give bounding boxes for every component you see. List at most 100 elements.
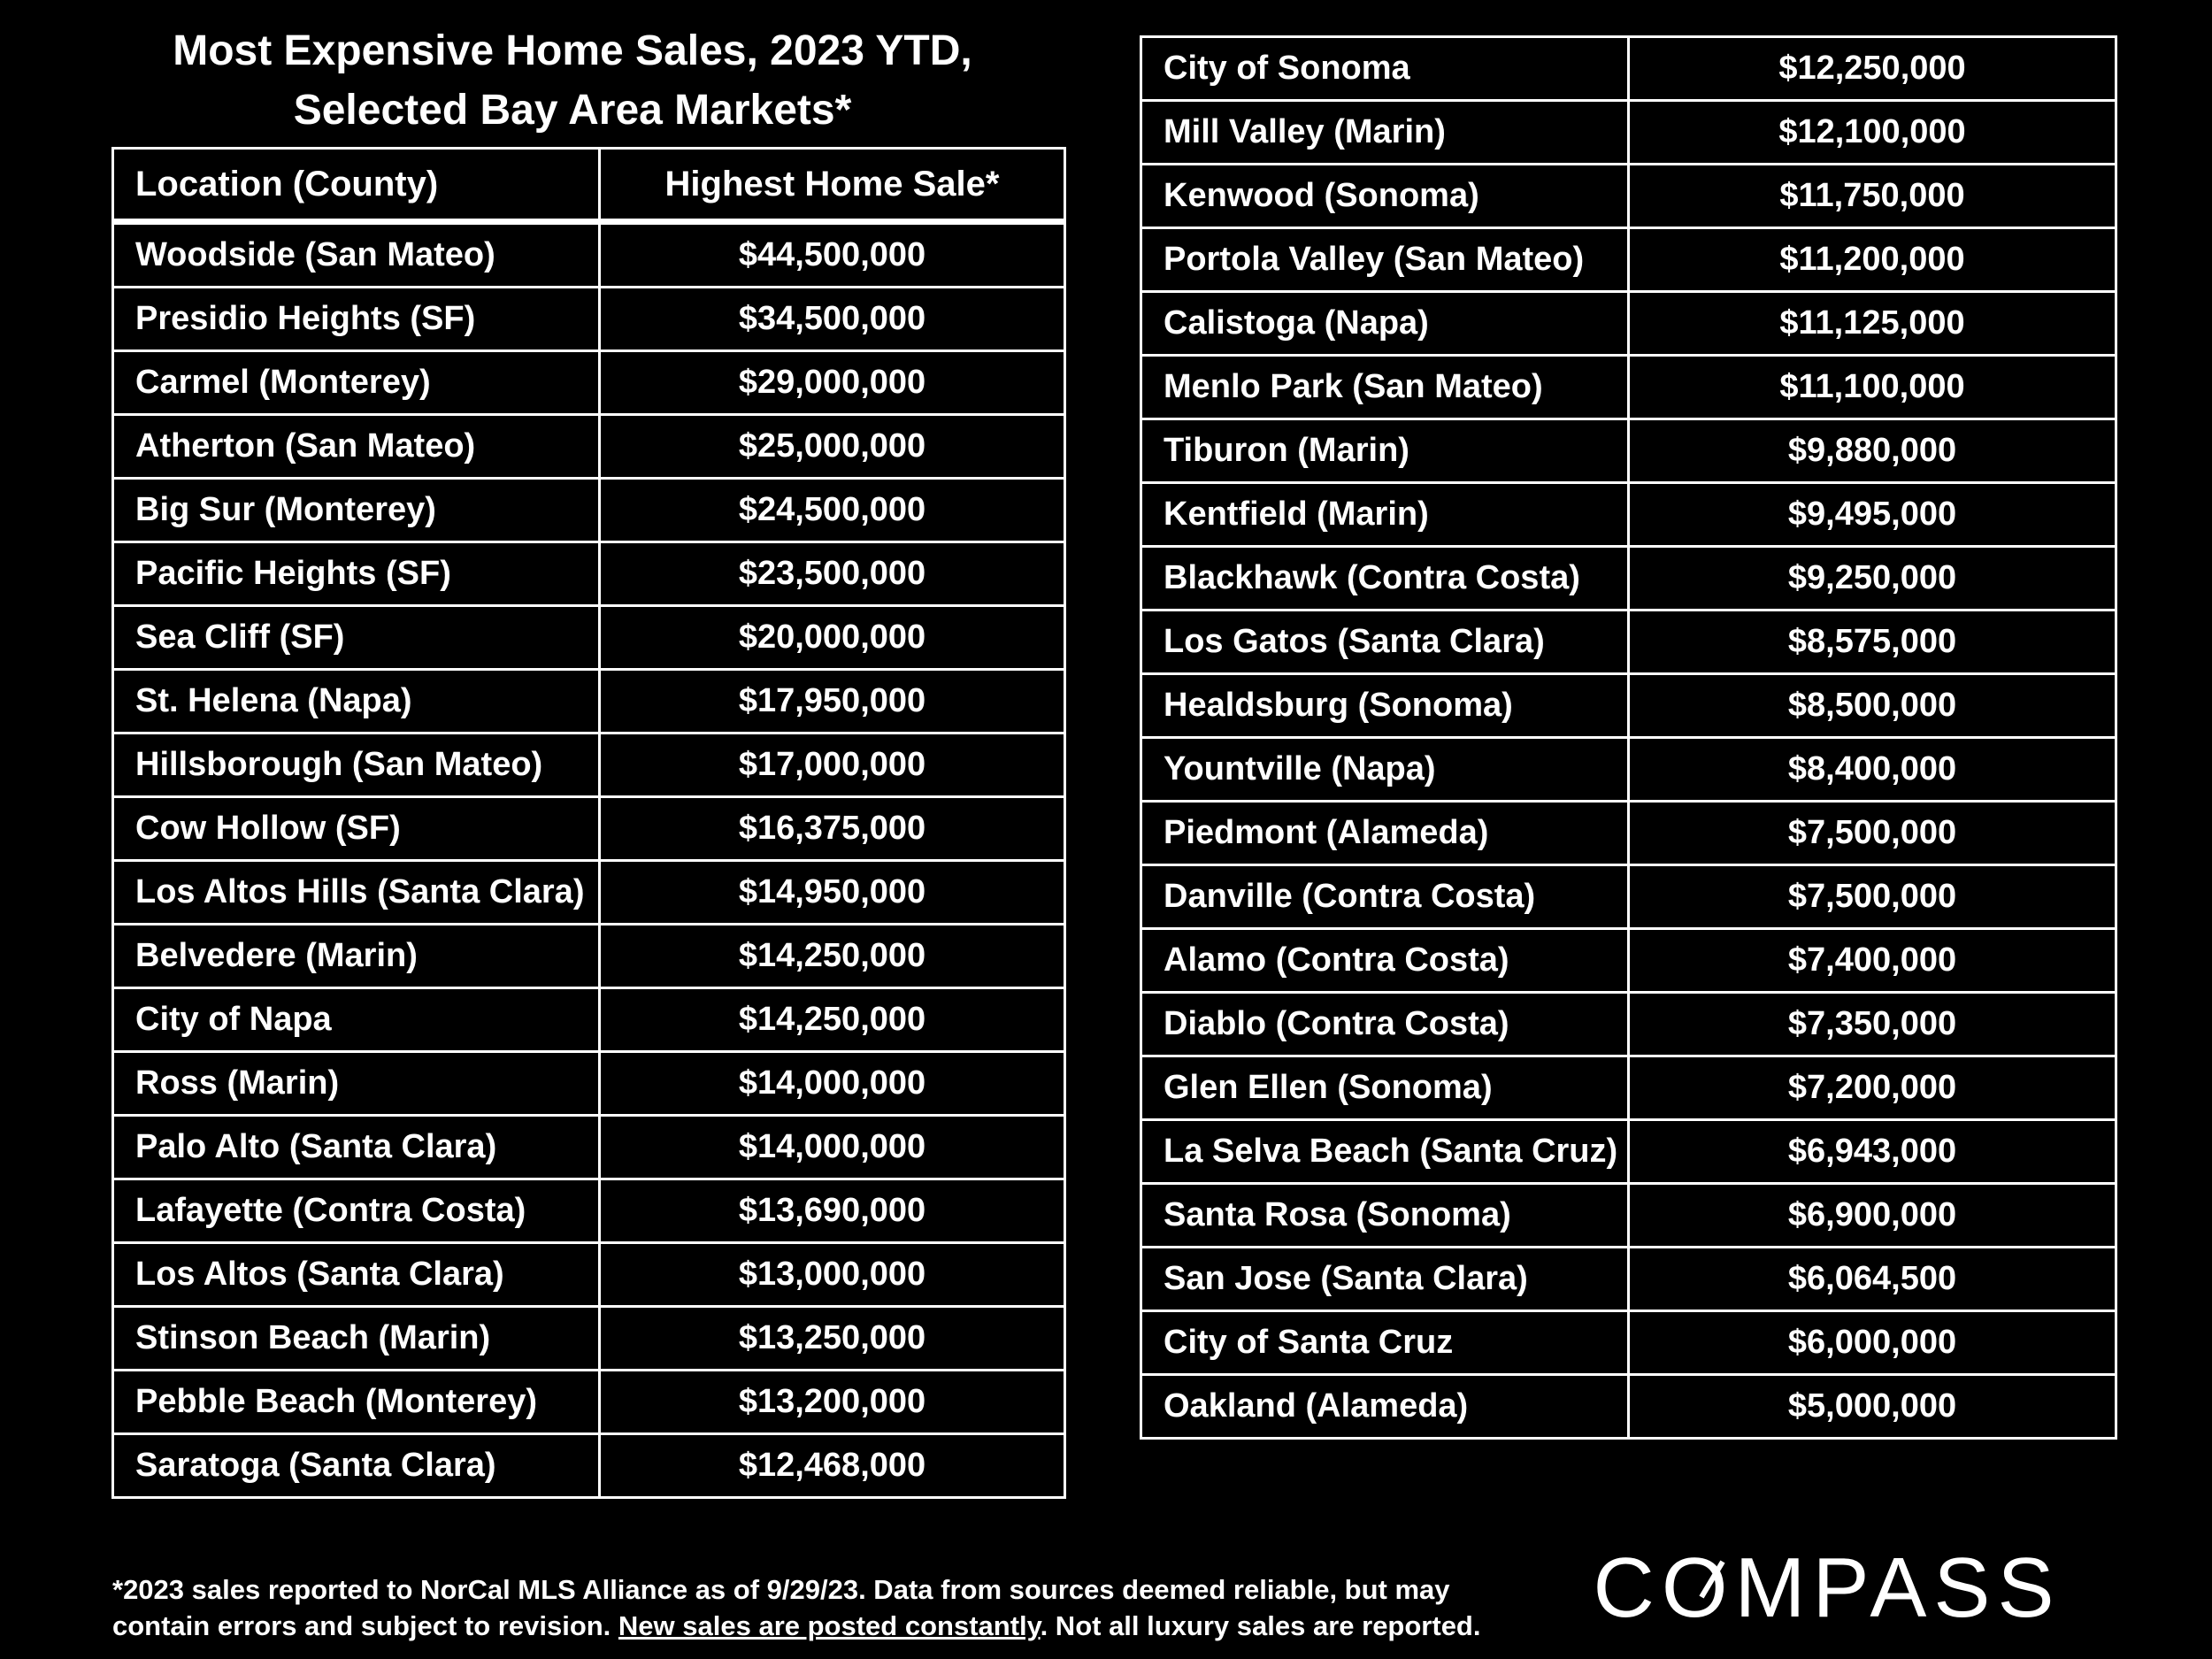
table-row: Pebble Beach (Monterey) $13,200,000 <box>111 1369 1066 1435</box>
table-row: City of Napa $14,250,000 <box>111 987 1066 1053</box>
table-row: Cow Hollow (SF) $16,375,000 <box>111 795 1066 862</box>
table-row: Mill Valley (Marin) $12,100,000 <box>1140 99 2117 165</box>
location-cell: Carmel (Monterey) <box>111 349 601 416</box>
highest-sale-cell: $6,900,000 <box>1627 1182 2117 1248</box>
location-cell: City of Sonoma <box>1140 35 1630 102</box>
table-row: Ross (Marin) $14,000,000 <box>111 1050 1066 1117</box>
table-row: Pacific Heights (SF) $23,500,000 <box>111 541 1066 607</box>
highest-sale-cell: $7,500,000 <box>1627 864 2117 930</box>
highest-sale-cell: $14,000,000 <box>598 1050 1066 1117</box>
location-cell: Tiburon (Marin) <box>1140 418 1630 484</box>
title-line-1: Most Expensive Home Sales, 2023 YTD, <box>173 27 972 74</box>
table-row: San Jose (Santa Clara) $6,064,500 <box>1140 1246 2117 1312</box>
highest-sale-cell: $7,400,000 <box>1627 927 2117 994</box>
location-cell: Blackhawk (Contra Costa) <box>1140 545 1630 611</box>
location-cell: City of Santa Cruz <box>1140 1310 1630 1376</box>
table-row: Los Gatos (Santa Clara) $8,575,000 <box>1140 609 2117 675</box>
table-row: Yountville (Napa) $8,400,000 <box>1140 736 2117 803</box>
location-cell: Diablo (Contra Costa) <box>1140 991 1630 1057</box>
location-cell: Alamo (Contra Costa) <box>1140 927 1630 994</box>
location-cell: Ross (Marin) <box>111 1050 601 1117</box>
highest-sale-cell: $24,500,000 <box>598 477 1066 543</box>
location-cell: Oakland (Alameda) <box>1140 1373 1630 1440</box>
highest-sale-cell: $8,400,000 <box>1627 736 2117 803</box>
table-row: Glen Ellen (Sonoma) $7,200,000 <box>1140 1055 2117 1121</box>
footnote-text-2: . Not all luxury sales are reported. <box>1040 1610 1481 1641</box>
highest-sale-cell: $14,000,000 <box>598 1114 1066 1180</box>
table-row: Blackhawk (Contra Costa) $9,250,000 <box>1140 545 2117 611</box>
table-row: Woodside (San Mateo) $44,500,000 <box>111 220 1066 288</box>
highest-sale-cell: $5,000,000 <box>1627 1373 2117 1440</box>
highest-sale-cell: $13,690,000 <box>598 1178 1066 1244</box>
location-cell: Pacific Heights (SF) <box>111 541 601 607</box>
table-row: Tiburon (Marin) $9,880,000 <box>1140 418 2117 484</box>
column-header-location: Location (County) <box>111 147 601 225</box>
highest-sale-cell: $11,125,000 <box>1627 290 2117 357</box>
location-cell: Cow Hollow (SF) <box>111 795 601 862</box>
location-cell: City of Napa <box>111 987 601 1053</box>
table-row: St. Helena (Napa) $17,950,000 <box>111 668 1066 734</box>
highest-sale-cell: $14,950,000 <box>598 859 1066 926</box>
table-row: Big Sur (Monterey) $24,500,000 <box>111 477 1066 543</box>
highest-sale-cell: $16,375,000 <box>598 795 1066 862</box>
table-row: Sea Cliff (SF) $20,000,000 <box>111 604 1066 671</box>
highest-sale-cell: $7,350,000 <box>1627 991 2117 1057</box>
location-cell: Los Altos (Santa Clara) <box>111 1241 601 1308</box>
highest-sale-cell: $9,250,000 <box>1627 545 2117 611</box>
compass-logo: COMPASS <box>1594 1540 2055 1632</box>
highest-sale-cell: $7,200,000 <box>1627 1055 2117 1121</box>
highest-sale-cell: $7,500,000 <box>1627 800 2117 866</box>
location-cell: Pebble Beach (Monterey) <box>111 1369 601 1435</box>
location-cell: Los Gatos (Santa Clara) <box>1140 609 1630 675</box>
table-row: Calistoga (Napa) $11,125,000 <box>1140 290 2117 357</box>
location-cell: Healdsburg (Sonoma) <box>1140 672 1630 739</box>
location-cell: Big Sur (Monterey) <box>111 477 601 543</box>
location-cell: Atherton (San Mateo) <box>111 413 601 480</box>
table-row: Los Altos (Santa Clara) $13,000,000 <box>111 1241 1066 1308</box>
highest-sale-cell: $12,250,000 <box>1627 35 2117 102</box>
footnote-link[interactable]: New sales are posted constantly <box>618 1610 1041 1641</box>
table-row: Carmel (Monterey) $29,000,000 <box>111 349 1066 416</box>
table-row: Alamo (Contra Costa) $7,400,000 <box>1140 927 2117 994</box>
table-row: Belvedere (Marin) $14,250,000 <box>111 923 1066 989</box>
location-cell: Mill Valley (Marin) <box>1140 99 1630 165</box>
table-row: Healdsburg (Sonoma) $8,500,000 <box>1140 672 2117 739</box>
table-row: La Selva Beach (Santa Cruz) $6,943,000 <box>1140 1118 2117 1185</box>
left-sales-table: Location (County) Highest Home Sale* Woo… <box>111 147 1066 1499</box>
right-table-body: City of Sonoma $12,250,000 Mill Valley (Ma… <box>1140 35 2117 1440</box>
table-row: Portola Valley (San Mateo) $11,200,000 <box>1140 227 2117 293</box>
highest-sale-cell: $13,200,000 <box>598 1369 1066 1435</box>
table-row: Danville (Contra Costa) $7,500,000 <box>1140 864 2117 930</box>
highest-sale-cell: $29,000,000 <box>598 349 1066 416</box>
table-row: Oakland (Alameda) $5,000,000 <box>1140 1373 2117 1440</box>
location-cell: La Selva Beach (Santa Cruz) <box>1140 1118 1630 1185</box>
right-sales-table: City of Sonoma $12,250,000 Mill Valley (Ma… <box>1140 35 2117 1440</box>
highest-sale-cell: $13,250,000 <box>598 1305 1066 1371</box>
page-title: Most Expensive Home Sales, 2023 YTD, Sel… <box>112 21 1033 140</box>
table-row: Piedmont (Alameda) $7,500,000 <box>1140 800 2117 866</box>
table-row: Palo Alto (Santa Clara) $14,000,000 <box>111 1114 1066 1180</box>
footnote-text-1: *2023 sales reported to NorCal MLS Allia… <box>112 1574 1450 1641</box>
location-cell: Saratoga (Santa Clara) <box>111 1432 601 1499</box>
table-row: Stinson Beach (Marin) $13,250,000 <box>111 1305 1066 1371</box>
logo-compass-needle-icon <box>1699 1560 1725 1599</box>
footnote: *2023 sales reported to NorCal MLS Allia… <box>112 1571 1493 1644</box>
location-cell: Calistoga (Napa) <box>1140 290 1630 357</box>
location-cell: Danville (Contra Costa) <box>1140 864 1630 930</box>
highest-sale-cell: $6,943,000 <box>1627 1118 2117 1185</box>
location-cell: Portola Valley (San Mateo) <box>1140 227 1630 293</box>
highest-sale-cell: $9,495,000 <box>1627 481 2117 548</box>
table-row: Presidio Heights (SF) $34,500,000 <box>111 286 1066 352</box>
table-row: Menlo Park (San Mateo) $11,100,000 <box>1140 354 2117 420</box>
table-row: Atherton (San Mateo) $25,000,000 <box>111 413 1066 480</box>
location-cell: Yountville (Napa) <box>1140 736 1630 803</box>
location-cell: Kenwood (Sonoma) <box>1140 163 1630 229</box>
highest-sale-cell: $9,880,000 <box>1627 418 2117 484</box>
highest-sale-cell: $17,000,000 <box>598 732 1066 798</box>
location-cell: Stinson Beach (Marin) <box>111 1305 601 1371</box>
highest-sale-cell: $12,100,000 <box>1627 99 2117 165</box>
table-row: Santa Rosa (Sonoma) $6,900,000 <box>1140 1182 2117 1248</box>
location-cell: Woodside (San Mateo) <box>111 220 601 288</box>
location-cell: Sea Cliff (SF) <box>111 604 601 671</box>
highest-sale-cell: $11,750,000 <box>1627 163 2117 229</box>
